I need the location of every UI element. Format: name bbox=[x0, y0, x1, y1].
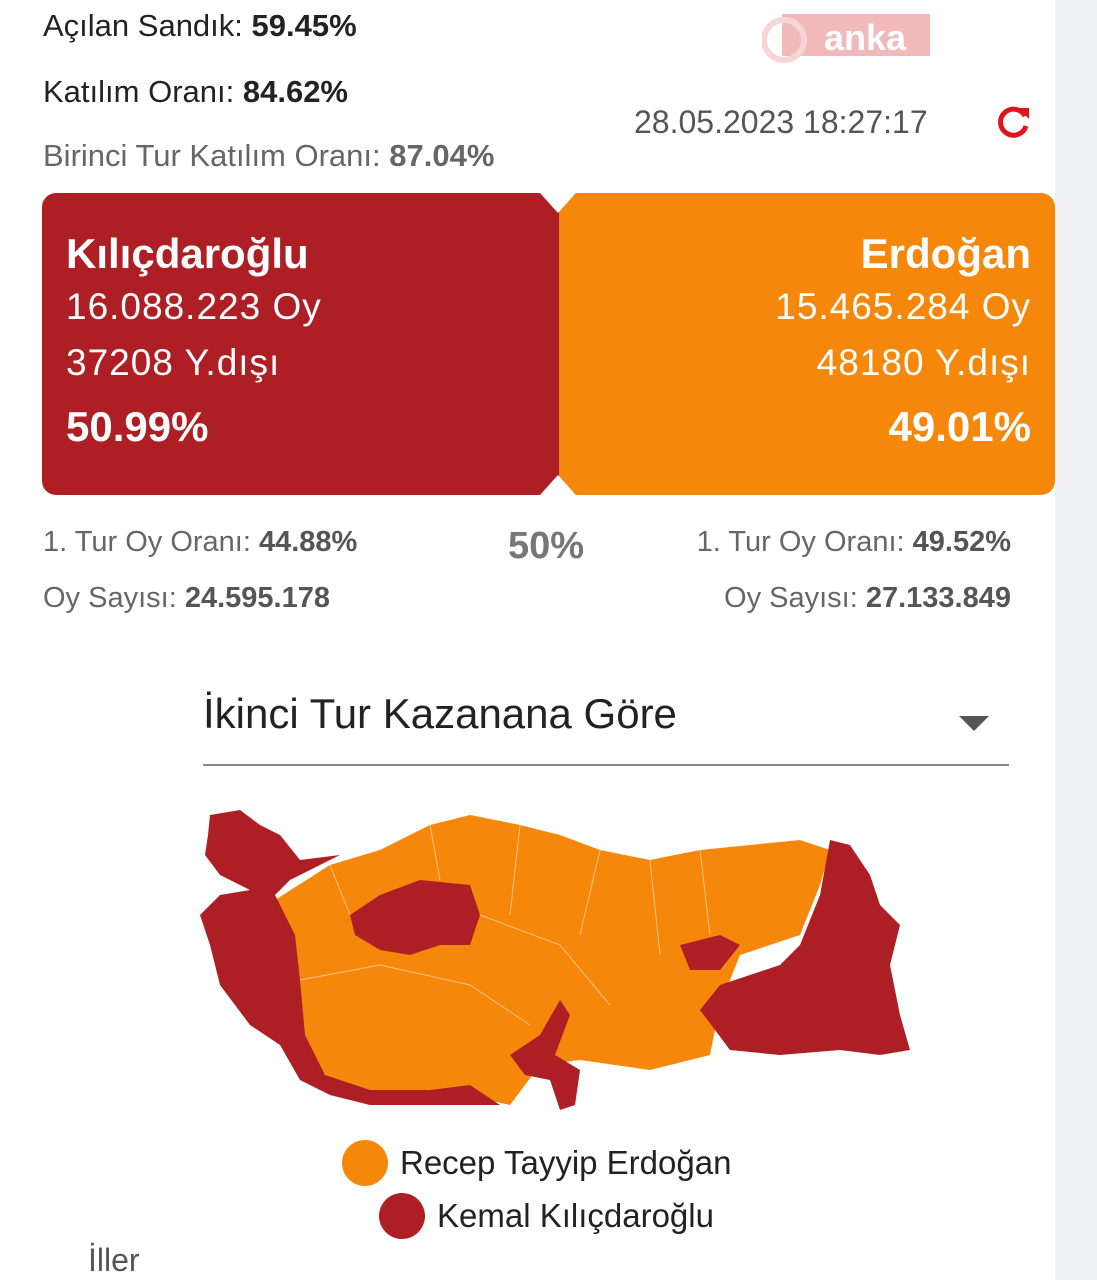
midline-notch-bottom bbox=[540, 475, 576, 495]
map-region-kilicdaroglu-south bbox=[510, 1000, 580, 1110]
anka-logo: anka bbox=[762, 14, 930, 63]
caret-down-icon bbox=[959, 716, 989, 731]
candidate-votes: 16.088.223 Oy bbox=[66, 286, 322, 327]
map-region-kilicdaroglu-ankara bbox=[350, 880, 480, 955]
turkey-province-map[interactable] bbox=[180, 805, 915, 1120]
map-region-kilicdaroglu-tunceli bbox=[680, 935, 740, 970]
erdogan-vote-count: Oy Sayısı: 27.133.849 bbox=[724, 582, 1011, 614]
candidate-card-kilicdaroglu: Kılıçdaroğlu 16.088.223 Oy 37208 Y.dışı … bbox=[42, 193, 559, 495]
refresh-icon[interactable] bbox=[996, 104, 1032, 140]
turnout-value: 84.62% bbox=[242, 74, 348, 109]
map-filter-value: İkinci Tur Kazanana Göre bbox=[203, 690, 677, 737]
midline-notch-top bbox=[540, 193, 576, 213]
map-filter-dropdown[interactable]: İkinci Tur Kazanana Göre bbox=[203, 690, 1009, 766]
legend-swatch-erdogan bbox=[342, 1140, 388, 1186]
candidate-percent: 50.99% bbox=[66, 403, 209, 450]
candidate-percent: 49.01% bbox=[888, 403, 1031, 450]
turnout: Katılım Oranı: 84.62% bbox=[43, 74, 348, 109]
provinces-section-label: İller bbox=[88, 1242, 140, 1278]
svg-text:anka: anka bbox=[824, 17, 907, 58]
kilicdaroglu-first-round: 1. Tur Oy Oranı: 44.88% bbox=[43, 526, 358, 558]
legend-item-erdogan: Recep Tayyip Erdoğan bbox=[342, 1140, 731, 1186]
legend-swatch-kilicdaroglu bbox=[379, 1193, 425, 1239]
first-round-turnout-value: 87.04% bbox=[389, 138, 495, 173]
first-round-turnout: Birinci Tur Katılım Oranı: 87.04% bbox=[43, 138, 495, 173]
kilicdaroglu-vote-count: Oy Sayısı: 24.595.178 bbox=[43, 582, 330, 614]
map-region-kilicdaroglu-west bbox=[200, 810, 500, 1105]
opened-ballots: Açılan Sandık: 59.45% bbox=[43, 8, 357, 43]
opened-ballots-value: 59.45% bbox=[251, 8, 357, 43]
erdogan-first-round: 1. Tur Oy Oranı: 49.52% bbox=[696, 526, 1011, 558]
candidate-abroad-votes: 37208 Y.dışı bbox=[66, 342, 281, 383]
candidate-name: Kılıçdaroğlu bbox=[66, 230, 309, 277]
candidate-votes: 15.465.284 Oy bbox=[775, 286, 1031, 327]
election-results-page: Açılan Sandık: 59.45% Katılım Oranı: 84.… bbox=[0, 0, 1055, 1280]
map-region-kilicdaroglu-east bbox=[700, 840, 910, 1055]
midline-label: 50% bbox=[508, 525, 585, 567]
candidate-abroad-votes: 48180 Y.dışı bbox=[816, 342, 1031, 383]
legend-item-kilicdaroglu: Kemal Kılıçdaroğlu bbox=[379, 1193, 714, 1239]
candidate-card-erdogan: Erdoğan 15.465.284 Oy 48180 Y.dışı 49.01… bbox=[559, 193, 1055, 495]
candidate-name: Erdoğan bbox=[860, 230, 1031, 277]
last-updated-timestamp: 28.05.2023 18:27:17 bbox=[634, 104, 928, 140]
